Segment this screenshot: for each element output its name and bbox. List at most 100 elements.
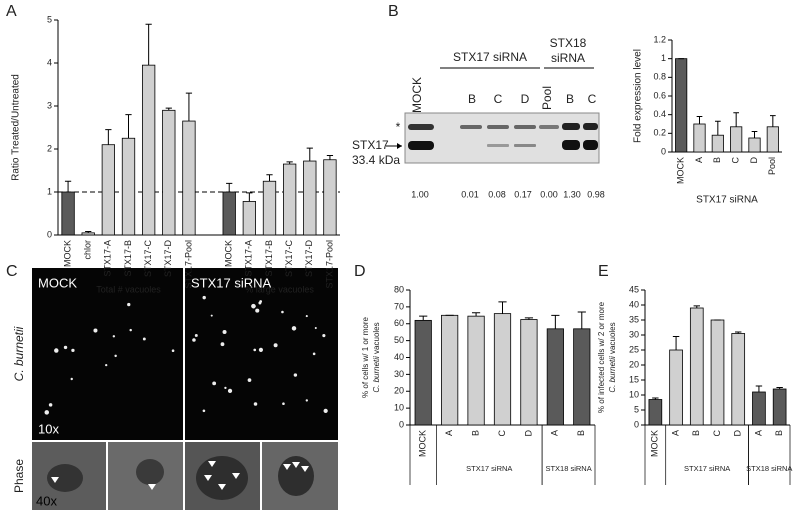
y-tick-label: 15	[629, 374, 639, 384]
bar	[101, 144, 116, 236]
x-tick-label: MOCK	[62, 240, 72, 267]
bar	[162, 109, 176, 236]
error-bar	[769, 115, 776, 127]
x-tick-label: STX17-Pool	[183, 240, 193, 289]
y-tick-label: 25	[629, 344, 639, 354]
band	[562, 123, 580, 130]
bacteria-dot	[63, 345, 68, 350]
x-tick-label: B	[470, 430, 480, 436]
bacteria-dot	[48, 403, 53, 407]
x-tick-label: STX17-A	[244, 240, 254, 277]
bacteria-dot	[222, 329, 227, 335]
blot-image	[404, 112, 600, 164]
panel-letter: C	[6, 263, 18, 280]
bacteria-dot	[105, 363, 108, 367]
bacteria-dot	[171, 349, 175, 353]
band	[539, 125, 559, 129]
bacteria-dot	[142, 337, 146, 341]
error-bar	[226, 182, 233, 192]
x-tick-label: D	[733, 430, 743, 437]
y-tick-label: 0	[634, 419, 639, 429]
y-tick-label: 2	[47, 143, 52, 153]
band	[583, 123, 598, 130]
x-tick-label: MOCK	[650, 430, 660, 457]
y-tick-label: 35	[629, 314, 639, 324]
arrowhead	[51, 477, 59, 483]
bacteria-dot	[305, 315, 308, 318]
bar	[61, 191, 75, 236]
bar	[414, 319, 432, 426]
bacteria-dot	[255, 308, 260, 313]
bacteria-dot	[247, 378, 252, 382]
x-tick-label: B	[712, 157, 722, 163]
bar	[81, 232, 95, 236]
y-axis-label: C. burnetii vacuoles	[608, 322, 617, 392]
bar	[748, 137, 761, 153]
bar	[282, 163, 297, 236]
bacteria-dot	[93, 328, 98, 333]
bar	[546, 328, 564, 426]
arrowhead	[232, 473, 240, 479]
error-bar	[696, 116, 703, 124]
group-label: STX17 siRNA	[466, 464, 512, 473]
bacteria-dot	[305, 399, 308, 402]
y-tick-label: 20	[629, 359, 639, 369]
y-tick-label: 5	[634, 404, 639, 414]
bacteria-dot	[202, 409, 206, 413]
micrograph	[185, 268, 338, 440]
error-bar	[105, 129, 112, 145]
error-bar	[751, 130, 758, 138]
y-tick-label: 0.4	[653, 109, 666, 119]
bacteria-dot	[281, 310, 284, 314]
y-tick-label: 10	[629, 389, 639, 399]
y-tick-label: 60	[394, 318, 404, 328]
bar	[772, 388, 787, 426]
x-tick-label: MOCK	[418, 430, 428, 457]
densitometry-value: 0.98	[587, 189, 605, 199]
bar	[182, 120, 196, 236]
y-tick-label: 1	[47, 186, 52, 196]
lane-label: C	[494, 92, 503, 106]
y-tick-label: 3	[47, 100, 52, 110]
bar	[573, 328, 591, 426]
blot-header: STX18	[550, 36, 587, 50]
x-tick-label: B	[576, 430, 586, 436]
y-tick-label: 5	[47, 14, 52, 24]
lane-label: B	[468, 92, 476, 106]
y-tick-label: 0.6	[653, 90, 666, 100]
error-bar	[246, 192, 253, 202]
y-tick-label: 0	[47, 229, 52, 239]
error-bar	[672, 336, 680, 350]
magnification: 40x	[36, 493, 57, 508]
x-tick-label: A	[550, 430, 560, 436]
bacteria-dot	[70, 377, 73, 381]
band	[408, 124, 434, 130]
error-bar	[524, 317, 534, 320]
bar	[675, 58, 688, 153]
y-axis-label: Fold expression level	[633, 49, 644, 143]
y-tick-label: 40	[629, 299, 639, 309]
x-tick-label: D	[749, 157, 759, 164]
y-axis-label-part: C. burnetii	[608, 356, 617, 393]
x-tick-label: chlor	[83, 240, 93, 260]
bacteria-dot	[114, 354, 117, 358]
bacteria-dot	[220, 342, 225, 347]
arrowhead	[283, 464, 291, 470]
error-bar	[735, 331, 742, 334]
bar	[752, 391, 766, 426]
bar	[648, 399, 663, 426]
bacteria-dot	[127, 302, 131, 307]
error-bar	[693, 305, 700, 308]
band	[514, 125, 536, 129]
error-bar	[326, 154, 334, 160]
y-axis-label: % of infected cells w/ 2 or more	[597, 301, 606, 413]
error-bar	[85, 231, 92, 233]
y-tick-label: 30	[629, 329, 639, 339]
error-bar	[145, 23, 152, 66]
bacteria-dot	[54, 348, 59, 353]
bar	[303, 160, 317, 236]
micrograph	[32, 268, 183, 440]
bacteria-dot	[258, 301, 262, 305]
densitometry-value: 1.30	[563, 189, 581, 199]
arrowhead	[292, 462, 300, 468]
